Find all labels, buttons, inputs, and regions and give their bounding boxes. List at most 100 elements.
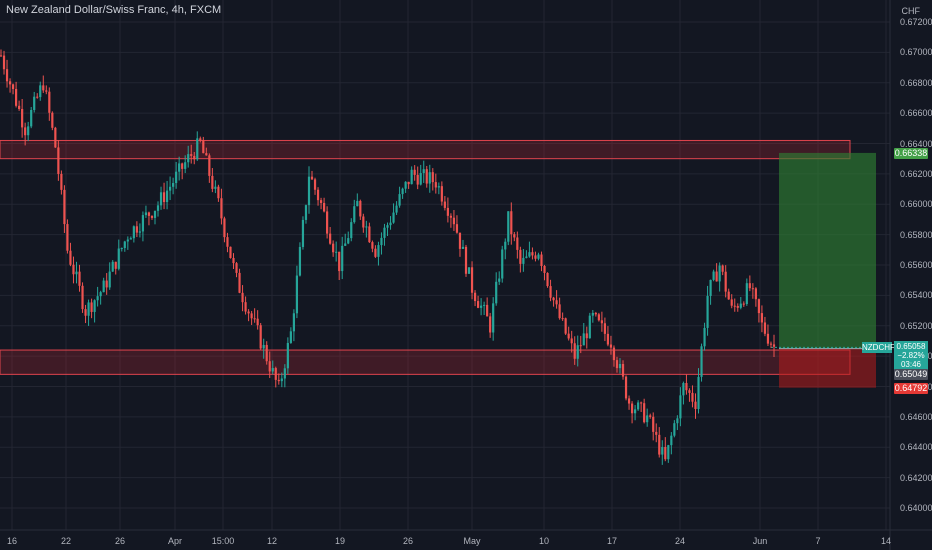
candle-body (350, 222, 353, 239)
candle-body (495, 281, 498, 304)
candle-body (268, 361, 271, 372)
candle-body (413, 169, 416, 175)
candle (476, 295, 480, 309)
candle-body (72, 264, 75, 275)
candle-body (114, 261, 117, 269)
candle-body (492, 303, 495, 333)
candle (338, 251, 341, 281)
candle-body (36, 96, 39, 98)
candle (621, 360, 625, 380)
candle (326, 206, 329, 239)
candle (196, 131, 199, 161)
candle-body (211, 175, 214, 189)
candle (401, 187, 404, 199)
candle (615, 356, 619, 373)
candle-body (78, 271, 81, 286)
candle-body (525, 256, 528, 258)
candle-body (531, 252, 534, 256)
candle-body (51, 112, 54, 128)
candle-body (75, 271, 78, 275)
time-tick-label: May (463, 536, 481, 546)
candle-body (425, 169, 428, 184)
price-tick-label: 0.66600 (900, 108, 932, 119)
candle-body (576, 345, 579, 359)
candle (368, 222, 371, 243)
candle-body (763, 322, 767, 334)
candle (440, 181, 443, 206)
candle-body (528, 252, 531, 257)
candle-body (507, 211, 510, 242)
candle-body (371, 242, 374, 249)
candle (24, 122, 27, 146)
candle (510, 202, 513, 245)
candle-body (129, 238, 132, 240)
candle (567, 326, 570, 341)
candle-body (208, 155, 211, 176)
candle (612, 345, 616, 367)
candle-body (238, 272, 241, 293)
candle (688, 388, 691, 402)
candle-body (27, 126, 30, 136)
time-tick-label: 24 (674, 536, 686, 546)
candle-body (676, 418, 679, 424)
candle (39, 81, 42, 101)
candle (546, 272, 549, 288)
candle (652, 412, 655, 441)
resistance-zone (0, 139, 851, 160)
candle (597, 312, 600, 322)
candle-body (504, 241, 507, 250)
candle (419, 164, 422, 186)
time-tick-label: Jun (752, 536, 768, 546)
candle (383, 223, 386, 246)
candle-body (646, 415, 649, 423)
candle-body (416, 174, 419, 185)
candle-body (341, 245, 344, 272)
candle (489, 312, 492, 338)
candle-body (727, 291, 730, 300)
candle (172, 177, 175, 195)
candle-body (766, 333, 770, 344)
candle (640, 401, 643, 412)
candle-body (712, 271, 715, 280)
candle (434, 173, 437, 194)
candle-body (594, 312, 597, 315)
time-tick-label: 22 (60, 536, 72, 546)
candle-body (262, 344, 265, 349)
candle-body (467, 267, 471, 274)
candle-body (24, 127, 27, 136)
candle-body (745, 283, 748, 305)
candle (483, 301, 486, 315)
candle (558, 297, 561, 320)
price-tick-label: 0.66800 (900, 77, 932, 88)
candle (262, 338, 265, 359)
candle (646, 408, 649, 427)
candle (667, 444, 670, 463)
candle-body (392, 212, 395, 223)
candle (259, 322, 262, 350)
time-tick-label: 7 (815, 536, 821, 546)
candle (627, 395, 631, 410)
candle-body (69, 250, 72, 265)
candle-body (147, 212, 151, 216)
candle (304, 204, 308, 224)
candle-body (66, 224, 69, 251)
candle-body (685, 383, 688, 391)
candle-body (280, 378, 283, 382)
candle-body (549, 286, 552, 298)
candle-body (588, 315, 591, 339)
candle (277, 373, 280, 385)
time-tick-label: 19 (334, 536, 346, 546)
candle (772, 334, 776, 358)
symbol-title[interactable]: New Zealand Dollar/Swiss Franc, 4h, FXCM (6, 4, 222, 16)
candle-body (480, 305, 483, 308)
candle-body (733, 305, 736, 307)
candle-body (33, 96, 36, 110)
candle (319, 197, 323, 210)
candle-body (567, 333, 570, 339)
entry-price-tag: 0.65049 (894, 369, 928, 380)
candle (531, 247, 534, 260)
candle-body (229, 246, 232, 258)
candle (226, 232, 229, 253)
candle-body (150, 215, 154, 218)
